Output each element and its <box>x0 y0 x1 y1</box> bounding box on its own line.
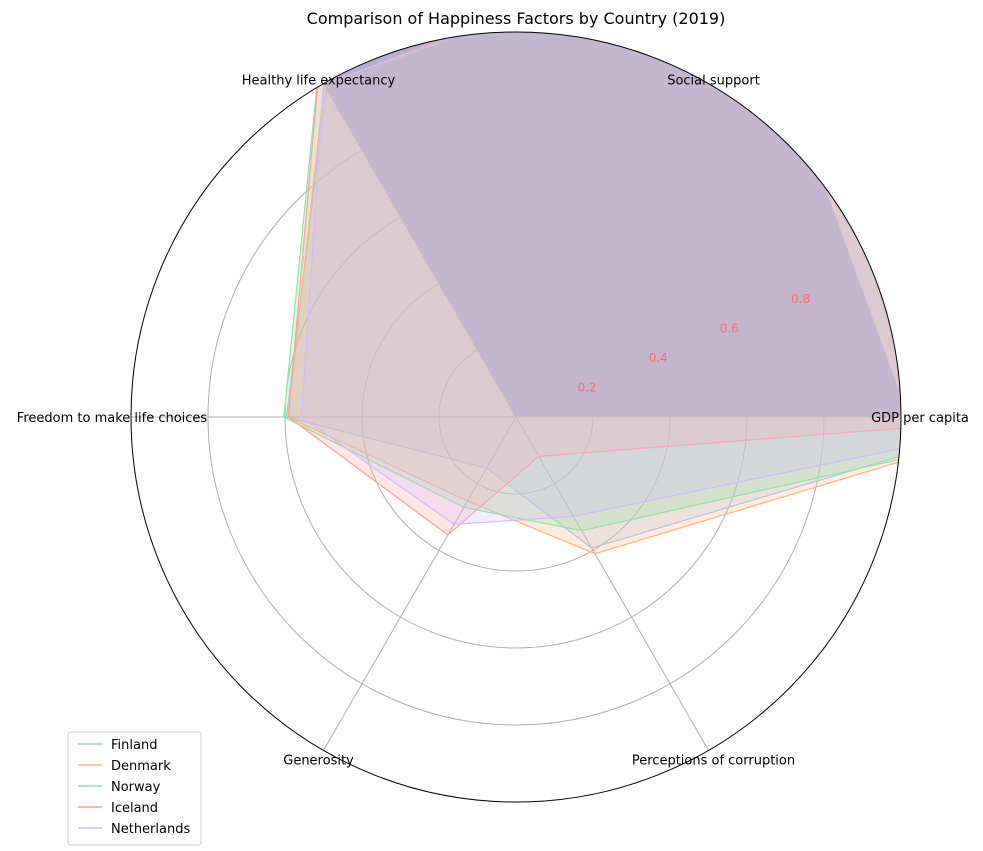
category-label: Generosity <box>283 753 354 768</box>
legend-label: Netherlands <box>111 822 190 837</box>
category-label: GDP per capita <box>871 411 969 426</box>
legend-label: Denmark <box>111 759 171 774</box>
series-line <box>285 32 901 549</box>
series-fill <box>301 32 901 525</box>
category-label: Healthy life expectancy <box>242 74 396 89</box>
legend-label: Iceland <box>111 801 158 816</box>
series-line <box>287 32 901 536</box>
radial-tick-label: 0.2 <box>578 381 597 395</box>
legend-label: Norway <box>111 780 161 795</box>
category-label: Perceptions of corruption <box>632 753 795 768</box>
legend-label: Finland <box>111 738 157 753</box>
spoke-gridline <box>323 416 517 751</box>
spoke-gridline <box>323 83 517 418</box>
ring-gridline <box>361 262 671 572</box>
legend: Finland Denmark Norway Iceland Netherlands <box>67 731 202 846</box>
category-label: Social support <box>667 74 760 89</box>
plot-area: 0.2 0.4 0.6 0.8 GDP per capita Social support… <box>17 31 969 803</box>
series-line <box>283 32 901 532</box>
spoke-gridline <box>515 83 709 418</box>
radial-tick-label: 0.6 <box>720 322 739 336</box>
series-line <box>300 32 901 525</box>
ring-gridline <box>438 339 594 495</box>
ring-gridline <box>207 108 825 726</box>
spoke-gridline <box>515 416 709 751</box>
radial-tick-label: 0.8 <box>791 292 810 306</box>
category-label: Freedom to make life choices <box>17 411 208 426</box>
radial-tick-label: 0.4 <box>649 351 668 365</box>
chart-title: Comparison of Happiness Factors by Count… <box>307 9 726 28</box>
legend-box <box>67 731 202 846</box>
polar-frame <box>130 31 902 803</box>
